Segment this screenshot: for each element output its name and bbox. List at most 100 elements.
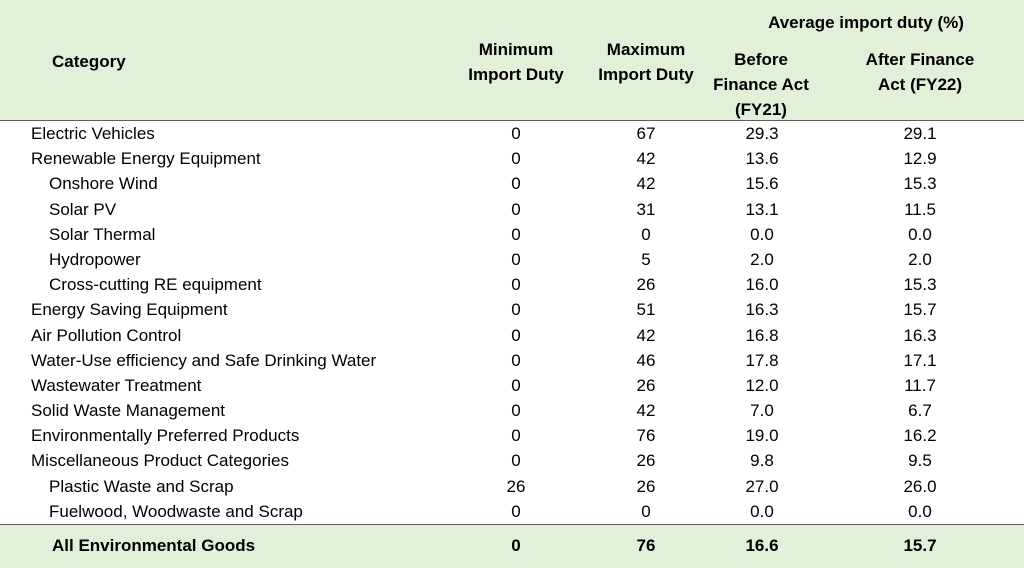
after-cell: 16.2 [903, 426, 937, 446]
after-cell: 26.0 [903, 476, 937, 496]
min-duty-cell: 0 [511, 401, 521, 421]
table-row: Solar PV 0 31 13.1 11.5 [0, 197, 1024, 222]
min-duty-cell: 0 [511, 451, 521, 471]
min-duty-cell: 0 [511, 199, 521, 219]
before-cell: 13.6 [745, 149, 779, 169]
min-duty-cell: 0 [511, 350, 521, 370]
before-cell: 12.0 [745, 375, 779, 395]
before-cell: 0.0 [750, 224, 774, 244]
after-cell: 29.1 [903, 124, 937, 143]
category-cell: Cross-cutting RE equipment [49, 275, 262, 295]
table-row: Plastic Waste and Scrap 26 26 27.0 26.0 [0, 474, 1024, 499]
before-cell: 0.0 [750, 501, 774, 521]
min-duty-cell: 0 [511, 300, 521, 320]
max-duty-cell: 76 [636, 426, 656, 446]
max-duty-cell: 42 [636, 174, 656, 194]
table-row: Miscellaneous Product Categories 0 26 9.8 9.… [0, 448, 1024, 473]
min-duty-cell: 0 [511, 426, 521, 446]
max-duty-cell: 26 [636, 451, 656, 471]
before-cell: 19.0 [745, 426, 779, 446]
max-duty-cell: 0 [641, 501, 651, 521]
after-cell: 2.0 [908, 249, 932, 269]
table-row: Cross-cutting RE equipment 0 26 16.0 15.3 [0, 272, 1024, 297]
header-category: Category [52, 52, 126, 71]
min-duty-cell: 0 [511, 501, 521, 521]
before-cell: 9.8 [750, 451, 774, 471]
after-cell: 17.1 [903, 350, 937, 370]
after-cell: 6.7 [908, 401, 932, 421]
before-cell: 16.3 [745, 300, 779, 320]
after-cell: 9.5 [908, 451, 932, 471]
table-total-row: All Environmental Goods 0 76 16.6 15.7 [0, 524, 1024, 568]
table-row: Electric Vehicles 0 67 29.3 29.1 [0, 121, 1024, 146]
table-row: Solid Waste Management 0 42 7.0 6.7 [0, 398, 1024, 423]
table-body: Electric Vehicles 0 67 29.3 29.1 Renewable En… [0, 121, 1024, 524]
category-cell: Fuelwood, Woodwaste and Scrap [49, 501, 303, 521]
table-row: Wastewater Treatment 0 26 12.0 11.7 [0, 373, 1024, 398]
after-cell: 0.0 [908, 501, 932, 521]
total-before: 16.6 [745, 536, 779, 555]
table-row: Onshore Wind 0 42 15.6 15.3 [0, 171, 1024, 196]
min-duty-cell: 0 [511, 224, 521, 244]
table-row: Hydropower 0 5 2.0 2.0 [0, 247, 1024, 272]
category-cell: Onshore Wind [49, 174, 158, 194]
min-duty-cell: 0 [511, 149, 521, 169]
total-name: All Environmental Goods [52, 536, 256, 555]
after-cell: 11.7 [904, 375, 936, 395]
after-cell: 0.0 [908, 224, 932, 244]
total-min: 0 [511, 536, 521, 555]
total-after: 15.7 [903, 536, 937, 555]
min-duty-cell: 0 [511, 174, 521, 194]
before-cell: 17.8 [745, 350, 779, 370]
max-duty-cell: 51 [636, 300, 656, 320]
min-duty-cell: 0 [511, 325, 521, 345]
max-duty-cell: 5 [641, 249, 651, 269]
after-cell: 15.3 [903, 275, 937, 295]
min-duty-cell: 26 [506, 476, 526, 496]
min-duty-cell: 0 [511, 124, 521, 143]
before-cell: 27.0 [745, 476, 779, 496]
after-cell: 11.5 [904, 199, 936, 219]
category-cell: Energy Saving Equipment [31, 300, 228, 320]
max-duty-cell: 31 [636, 199, 656, 219]
max-duty-cell: 26 [636, 275, 656, 295]
category-cell: Wastewater Treatment [31, 375, 202, 395]
table-row: Energy Saving Equipment 0 51 16.3 15.7 [0, 297, 1024, 322]
min-duty-cell: 0 [511, 249, 521, 269]
after-cell: 15.7 [903, 300, 937, 320]
category-cell: Water-Use efficiency and Safe Drinking W… [31, 350, 377, 370]
before-cell: 13.1 [745, 199, 779, 219]
after-cell: 12.9 [903, 149, 937, 169]
category-cell: Solid Waste Management [31, 401, 226, 421]
category-cell: Miscellaneous Product Categories [31, 451, 289, 471]
max-duty-cell: 26 [636, 476, 656, 496]
table-row: Air Pollution Control 0 42 16.8 16.3 [0, 323, 1024, 348]
table-row: Water-Use efficiency and Safe Drinking W… [0, 348, 1024, 373]
before-cell: 2.0 [750, 249, 774, 269]
header-max-duty: Maximum Import Duty [598, 40, 694, 84]
category-cell: Hydropower [49, 249, 141, 269]
before-cell: 16.0 [745, 275, 779, 295]
category-cell: Renewable Energy Equipment [31, 149, 261, 169]
before-cell: 7.0 [750, 401, 774, 421]
table-row: Environmentally Preferred Products 0 76 19.… [0, 423, 1024, 448]
min-duty-cell: 0 [511, 275, 521, 295]
table-row: Renewable Energy Equipment 0 42 13.6 12.9 [0, 146, 1024, 171]
category-cell: Electric Vehicles [31, 124, 155, 143]
max-duty-cell: 42 [636, 149, 656, 169]
header-after-finance-act: After Finance Act (FY22) [865, 50, 975, 94]
max-duty-cell: 67 [636, 124, 656, 143]
before-cell: 29.3 [745, 124, 779, 143]
table-row: Solar Thermal 0 0 0.0 0.0 [0, 222, 1024, 247]
min-duty-cell: 0 [511, 375, 521, 395]
table-header: Category Minimum Import Duty Maximum Imp… [0, 0, 1024, 121]
category-cell: Environmentally Preferred Products [31, 426, 300, 446]
category-cell: Solar PV [49, 199, 117, 219]
before-cell: 16.8 [745, 325, 779, 345]
header-before-finance-act: Before Finance Act (FY21) [713, 50, 809, 119]
category-cell: Air Pollution Control [31, 325, 182, 345]
max-duty-cell: 46 [636, 350, 656, 370]
category-cell: Plastic Waste and Scrap [49, 476, 234, 496]
after-cell: 16.3 [903, 325, 937, 345]
